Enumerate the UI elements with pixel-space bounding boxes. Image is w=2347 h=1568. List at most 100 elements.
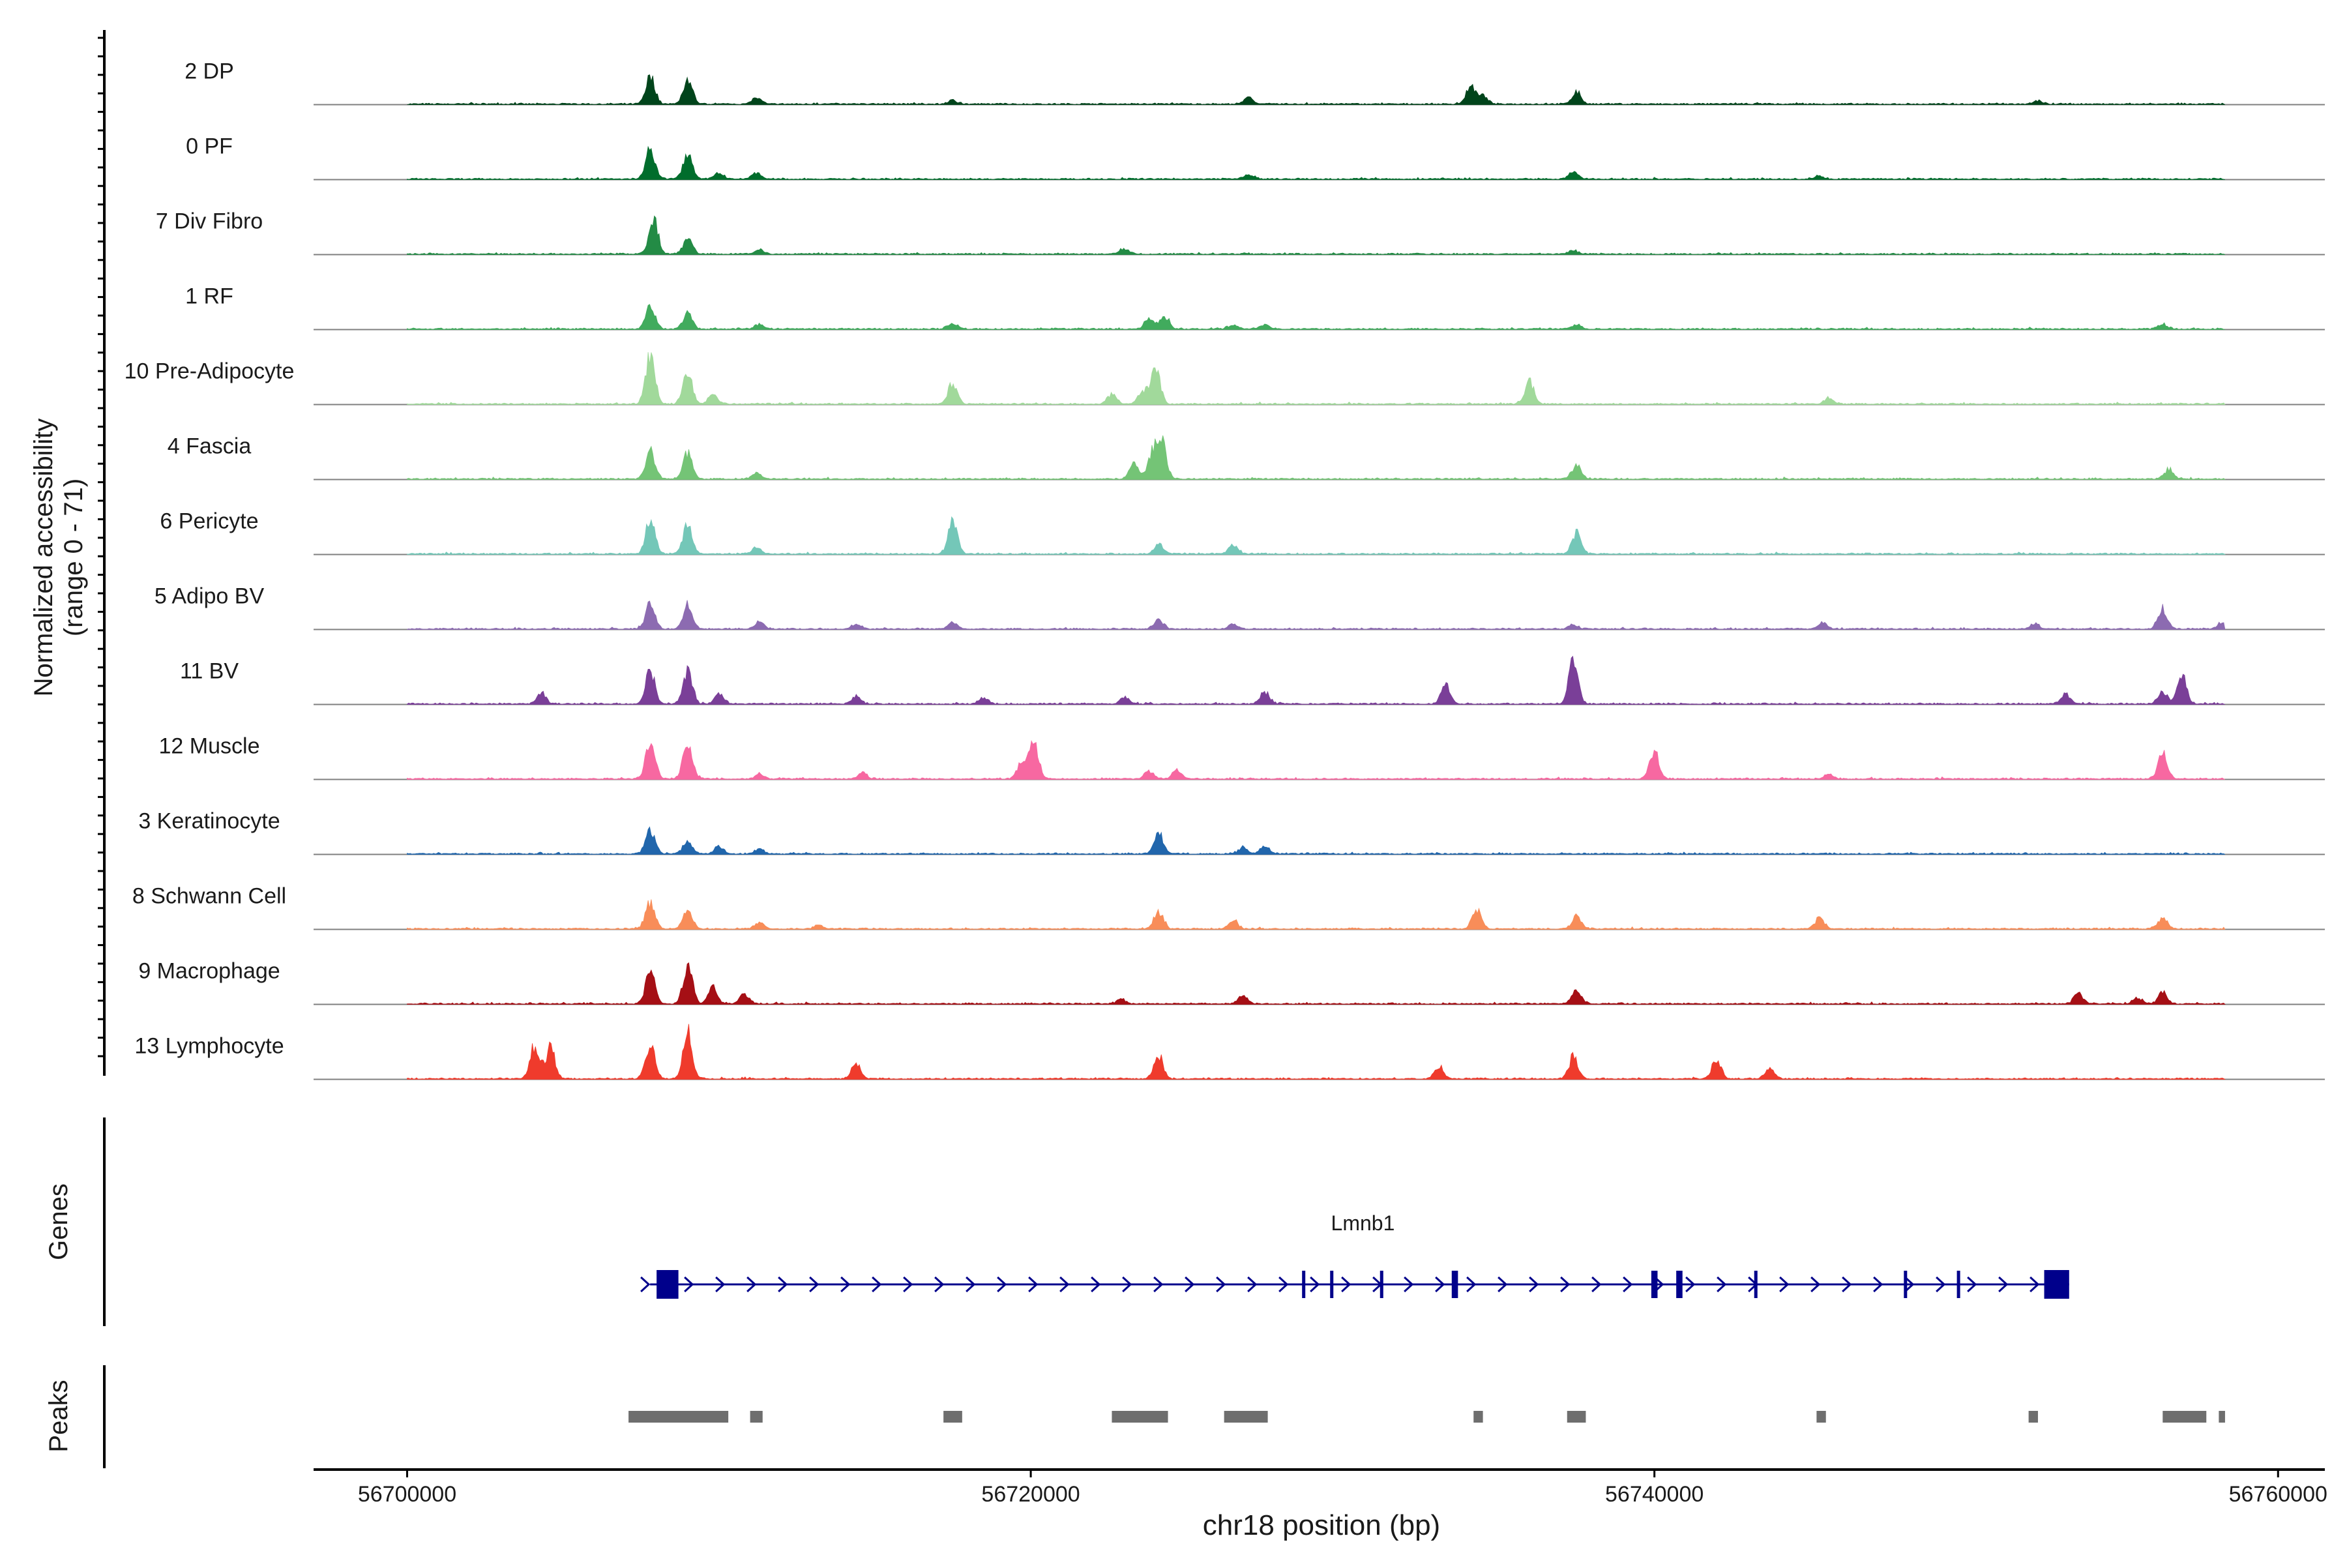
track-11-bv: 11 BV [180, 655, 2325, 705]
peaks-panel-label: Peaks [44, 1380, 73, 1452]
track-0-pf: 0 PF [186, 134, 2325, 181]
peak-region [2162, 1411, 2207, 1423]
coverage-area [407, 304, 2225, 331]
y-axis-ticks [98, 37, 104, 1058]
gene-exon [1676, 1271, 1683, 1298]
gene-exon [1651, 1271, 1658, 1298]
track-label: 3 Keratinocyte [138, 809, 280, 834]
coverage-area [407, 899, 2226, 930]
x-axis-title: chr18 position (bp) [1203, 1509, 1440, 1541]
peak-region [1816, 1411, 1826, 1423]
peak-region [1473, 1411, 1483, 1423]
strand-arrow [1091, 1276, 1101, 1293]
y-axis-label-line1: Normalized accessibility [29, 419, 58, 697]
track-5-adipo-bv: 5 Adipo BV [155, 584, 2325, 630]
coverage-area [407, 145, 2225, 180]
peak-region [628, 1411, 729, 1423]
genes-panel-label: Genes [44, 1183, 73, 1260]
strand-arrow [1717, 1276, 1727, 1293]
strand-arrow [966, 1276, 976, 1293]
track-10-pre-adipocyte: 10 Pre-Adipocyte [125, 352, 2325, 406]
coverage-area [407, 215, 2226, 255]
track-label: 6 Pericyte [160, 509, 258, 534]
strand-arrow [1341, 1276, 1351, 1293]
strand-arrow [1278, 1276, 1289, 1293]
track-12-muscle: 12 Muscle [159, 734, 2325, 780]
strand-arrow [1842, 1276, 1852, 1293]
strand-arrow [1310, 1276, 1320, 1293]
coverage-area [407, 962, 2226, 1005]
track-label: 9 Macrophage [138, 959, 280, 984]
strand-arrow [778, 1276, 788, 1293]
track-13-lymphocyte: 13 Lymphocyte [134, 1024, 2325, 1080]
strand-arrow [1498, 1276, 1508, 1293]
gene-exon [1380, 1271, 1383, 1298]
coverage-area [407, 655, 2226, 705]
strand-arrow [1059, 1276, 1070, 1293]
peak-regions [628, 1411, 2225, 1423]
gene-exon [1754, 1271, 1758, 1298]
strand-arrow [715, 1276, 726, 1293]
track-9-macrophage: 9 Macrophage [138, 959, 2325, 1005]
strand-arrow [746, 1276, 757, 1293]
track-3-keratinocyte: 3 Keratinocyte [138, 809, 2325, 855]
strand-arrow [1936, 1276, 1946, 1293]
coverage-area [407, 826, 2226, 855]
track-label: 1 RF [185, 284, 233, 309]
track-label: 13 Lymphocyte [134, 1034, 284, 1059]
peak-region [1567, 1411, 1586, 1423]
track-8-schwann-cell: 8 Schwann Cell [132, 884, 2325, 930]
gene-exon [657, 1270, 679, 1299]
strand-arrow [1435, 1276, 1445, 1293]
strand-arrow [1028, 1276, 1039, 1293]
track-label: 10 Pre-Adipocyte [125, 359, 295, 384]
strand-arrow [1998, 1276, 2009, 1293]
strand-arrow [1466, 1276, 1477, 1293]
gene-exon [2044, 1270, 2069, 1299]
gene-model [640, 1270, 2069, 1299]
strand-arrow [1185, 1276, 1195, 1293]
gene-exon [1302, 1271, 1306, 1298]
coverage-area [407, 600, 2226, 630]
peak-region [943, 1411, 962, 1423]
x-tick-label: 56700000 [358, 1482, 456, 1507]
peak-region [750, 1411, 763, 1423]
y-axis-label-line2: (range 0 - 71) [59, 479, 88, 636]
strand-arrow [1873, 1276, 1883, 1293]
strand-arrow [1122, 1276, 1132, 1293]
track-6-pericyte: 6 Pericyte [160, 509, 2325, 555]
coverage-area [407, 74, 2226, 105]
strand-arrow [1810, 1276, 1821, 1293]
gene-exon [1956, 1271, 1960, 1298]
track-label: 11 BV [180, 659, 239, 684]
strand-arrow [809, 1276, 819, 1293]
x-axis-ticks: 56700000 56720000 56740000 56760000 [358, 1470, 2327, 1507]
track-label: 4 Fascia [168, 434, 252, 459]
gene-exon [1330, 1271, 1334, 1298]
strand-arrow [684, 1276, 694, 1293]
strand-arrow [2030, 1276, 2040, 1293]
strand-arrow [640, 1276, 651, 1293]
coverage-area [407, 1024, 2226, 1080]
peak-region [1112, 1411, 1168, 1423]
strand-arrow [997, 1276, 1007, 1293]
gene-name-label: Lmnb1 [1331, 1211, 1395, 1235]
strand-arrow [1153, 1276, 1164, 1293]
peak-region [2028, 1411, 2038, 1423]
track-label: 8 Schwann Cell [132, 884, 286, 909]
x-tick-label: 56760000 [2229, 1482, 2327, 1507]
strand-arrow [903, 1276, 913, 1293]
x-tick-label: 56740000 [1605, 1482, 1704, 1507]
gene-exon [1451, 1271, 1458, 1298]
strand-arrow [1779, 1276, 1790, 1293]
peak-region [1224, 1411, 1268, 1423]
track-label: 2 DP [185, 59, 234, 84]
track-1-rf: 1 RF [185, 284, 2325, 331]
strand-arrow [1685, 1276, 1696, 1293]
strand-arrow [1247, 1276, 1258, 1293]
track-label: 5 Adipo BV [155, 584, 265, 609]
strand-arrow [1529, 1276, 1539, 1293]
coverage-area [407, 740, 2226, 780]
